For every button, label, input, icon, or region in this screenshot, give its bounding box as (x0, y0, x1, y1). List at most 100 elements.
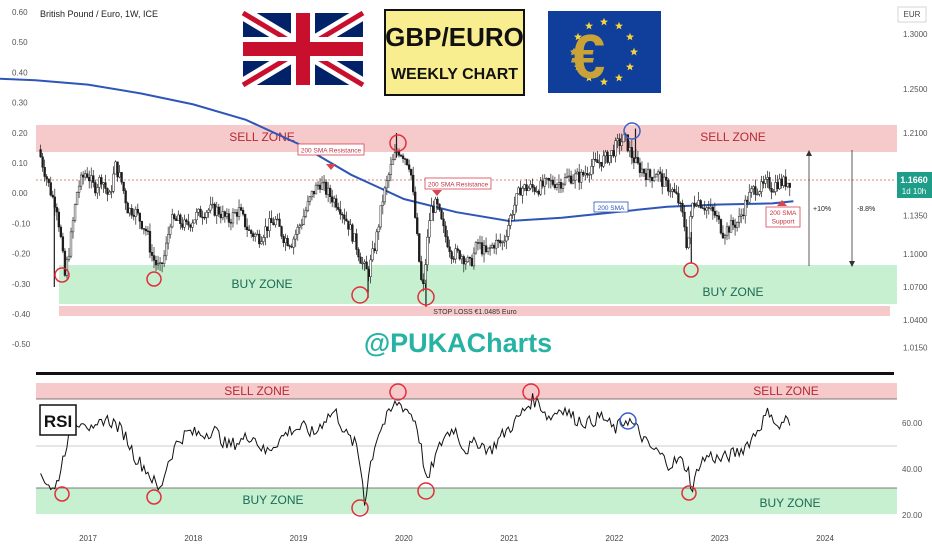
candle-body (77, 185, 81, 193)
candle-body (353, 233, 356, 242)
left-tick-label: -0.20 (12, 250, 31, 259)
candle-body (223, 211, 227, 217)
right-tick-label: 1.0400 (903, 316, 928, 325)
candle-body (513, 204, 516, 215)
eu-star (574, 32, 582, 41)
candle-body (162, 255, 166, 264)
candle-body (547, 178, 550, 181)
candle-body (92, 175, 95, 183)
candle-body (110, 191, 113, 193)
candle-body (63, 250, 67, 276)
candle-body (652, 176, 656, 181)
stop-loss-band (59, 306, 890, 316)
candle-body (81, 174, 85, 178)
candle-body (527, 187, 530, 192)
candle-body (49, 182, 52, 196)
candle-body (351, 224, 354, 242)
candle-body (146, 230, 150, 232)
candle-body (476, 242, 480, 244)
candle-body (314, 184, 318, 195)
candle-body (296, 226, 299, 235)
candle-body (424, 264, 427, 285)
candle-body (746, 199, 749, 203)
candle-body (300, 223, 303, 226)
candle-body (387, 174, 391, 182)
candle-body (474, 242, 478, 254)
candle-body (604, 151, 607, 157)
rsi-title-box (39, 404, 77, 436)
candle-body (561, 183, 565, 189)
candle-body (126, 202, 129, 214)
candle-body (250, 230, 253, 234)
symbol-title: British Pound / Euro, 1W, ICE (40, 9, 158, 19)
candle-body (39, 149, 42, 158)
high-circle-2022 (623, 122, 641, 140)
candle-body (69, 231, 73, 257)
candle-body (683, 211, 686, 228)
candle-body (320, 182, 324, 190)
candle-body (493, 244, 496, 249)
candle-body (531, 184, 534, 188)
candle-body (659, 171, 662, 174)
candle-body (636, 157, 640, 164)
eu-star (585, 21, 593, 30)
left-tick-label: -0.50 (12, 340, 31, 349)
candle-body (701, 207, 704, 209)
sma-label: 200 SMA (598, 205, 625, 212)
candle-body (661, 173, 664, 187)
left-tick-label: 0.60 (12, 8, 28, 17)
sma-resistance-callout-2: 200 SMA Resistance (424, 177, 492, 196)
buy-zone-band (59, 265, 897, 304)
candle-body (75, 192, 79, 205)
candle-body (416, 217, 419, 234)
candle-body (488, 247, 492, 249)
candle-body (525, 184, 528, 192)
candle-body (742, 214, 745, 217)
candle-body (456, 248, 459, 251)
sma-resistance-label-1: 200 SMA Resistance (301, 148, 362, 155)
up-percent-label: +10% (813, 206, 831, 213)
candle-body (381, 201, 384, 206)
candle-body (361, 262, 364, 265)
rsi-circle-7 (681, 485, 697, 501)
rsi-panel: SELL ZONE SELL ZONE BUY ZONE BUY ZONE RS… (36, 383, 923, 520)
candle-body (760, 181, 763, 192)
candle-body (175, 218, 178, 221)
candle-body (721, 232, 725, 239)
candle-body (464, 261, 467, 265)
candle-body (788, 182, 791, 188)
sma-resistance-callout-1: 200 SMA Resistance (297, 143, 365, 170)
candle-body (399, 155, 403, 157)
candle-body (292, 238, 295, 248)
rsi-sell-label-right: SELL ZONE (753, 384, 819, 398)
candle-body (466, 256, 469, 262)
candle-body (130, 208, 133, 216)
candle-body (88, 177, 91, 182)
candle-body (440, 209, 443, 220)
candle-body (559, 182, 563, 189)
candle-body (339, 209, 342, 215)
candle-body (444, 225, 447, 237)
candle-body (549, 179, 553, 182)
candle-body (160, 262, 164, 264)
candle-body (620, 141, 623, 147)
candle-body (555, 184, 559, 189)
candle-body (51, 194, 54, 198)
candle-body (480, 242, 484, 255)
candle-body (294, 233, 297, 240)
candle-body (207, 209, 210, 213)
candle-body (158, 262, 162, 264)
candle-body (663, 176, 666, 187)
candle-body (428, 220, 431, 238)
low-circle-2019 (351, 286, 369, 304)
candle-body (414, 191, 417, 218)
candle-body (426, 236, 429, 266)
rsi-blue-circle (619, 412, 637, 430)
candle-body (128, 208, 131, 214)
candle-body (772, 191, 775, 193)
candle-body (154, 260, 158, 266)
candle-body (715, 215, 719, 217)
candle-body (324, 181, 328, 195)
candle-body (156, 263, 160, 266)
